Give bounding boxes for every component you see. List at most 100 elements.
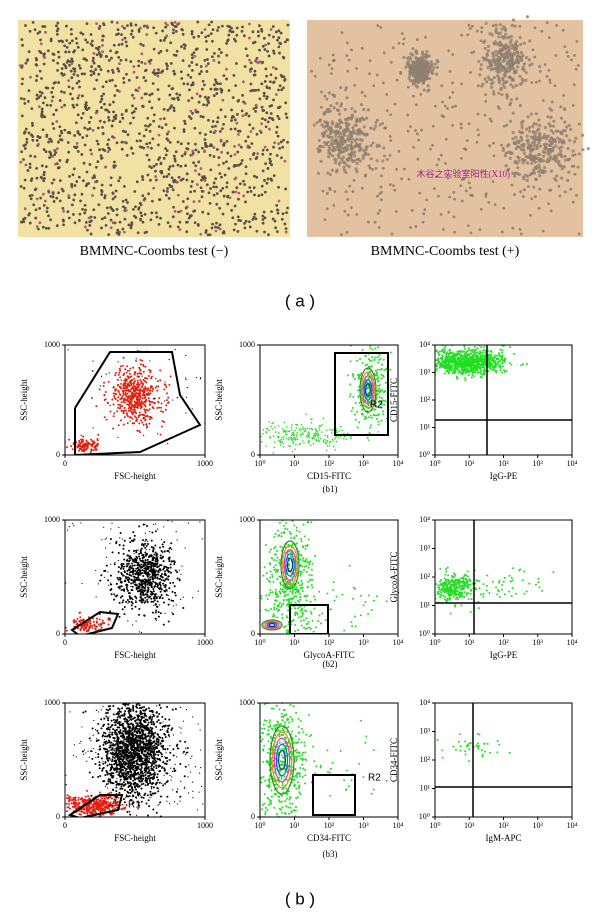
cell [335, 102, 338, 105]
cell [578, 233, 581, 236]
cell [355, 213, 358, 216]
cell [68, 175, 71, 178]
cell [529, 173, 532, 176]
cell [157, 88, 160, 91]
cell [84, 144, 87, 147]
cell [37, 228, 40, 231]
cell [436, 59, 439, 62]
cell [131, 112, 134, 115]
event [460, 351, 462, 353]
cell [350, 107, 353, 110]
cell [105, 224, 108, 227]
cell [108, 119, 111, 122]
cell [38, 221, 41, 224]
event [522, 363, 524, 365]
cell [194, 143, 197, 146]
cell [525, 71, 528, 74]
event [254, 432, 256, 434]
cell [549, 189, 552, 192]
cell [516, 139, 519, 142]
event [470, 356, 472, 358]
event [482, 352, 484, 354]
cell [350, 134, 353, 137]
event [245, 441, 247, 443]
cell [193, 55, 196, 58]
y-tick-label: 0 [251, 450, 255, 459]
cell [331, 122, 334, 125]
event [291, 434, 293, 436]
event [95, 405, 97, 407]
event [137, 373, 139, 375]
event [128, 389, 130, 391]
cell [255, 104, 258, 107]
cell [574, 137, 577, 140]
cell [359, 117, 362, 120]
event [358, 378, 360, 380]
cell [344, 108, 347, 111]
event [135, 401, 137, 403]
cell [199, 233, 202, 236]
event [283, 436, 285, 438]
cell [70, 183, 73, 186]
event [377, 385, 379, 387]
cell [350, 131, 353, 134]
cell [59, 138, 62, 141]
event [78, 440, 80, 442]
event [441, 349, 443, 351]
event [368, 416, 370, 418]
event [326, 430, 328, 432]
event [92, 443, 94, 445]
cell [234, 153, 237, 156]
event [303, 442, 305, 444]
event [119, 394, 121, 396]
cell [402, 56, 405, 59]
cell [348, 59, 351, 62]
cell [22, 218, 25, 221]
cell [163, 39, 166, 42]
cell [541, 30, 544, 33]
cell [140, 61, 143, 64]
event [334, 438, 336, 440]
cell [346, 231, 349, 234]
event [144, 391, 146, 393]
cell [132, 152, 135, 155]
cell [59, 134, 62, 137]
cell [263, 211, 266, 214]
cell [207, 62, 210, 65]
cell [169, 165, 172, 168]
cell [542, 99, 545, 102]
cell [21, 221, 24, 224]
cell [533, 134, 536, 137]
cell [78, 86, 81, 89]
cell [57, 141, 60, 144]
event [164, 469, 165, 470]
cell [51, 87, 54, 90]
cell [125, 110, 128, 113]
cell [170, 62, 173, 65]
cell [183, 120, 186, 123]
cell [101, 34, 104, 37]
cell [257, 30, 260, 33]
cell [420, 129, 423, 132]
event [137, 350, 138, 351]
cell [261, 61, 264, 64]
cell [44, 96, 47, 99]
cell [240, 146, 243, 149]
cell [372, 84, 375, 87]
cell [372, 142, 375, 145]
event [113, 395, 115, 397]
cell [544, 63, 547, 66]
cell [502, 66, 505, 69]
event [274, 426, 276, 428]
cell [460, 157, 463, 160]
event [90, 451, 92, 453]
cell [236, 122, 239, 125]
cell [101, 184, 104, 187]
event [369, 360, 371, 362]
cell [267, 233, 270, 236]
event [130, 407, 132, 409]
event [305, 430, 307, 432]
cell [573, 83, 576, 86]
event [165, 386, 167, 388]
cell [326, 134, 329, 137]
